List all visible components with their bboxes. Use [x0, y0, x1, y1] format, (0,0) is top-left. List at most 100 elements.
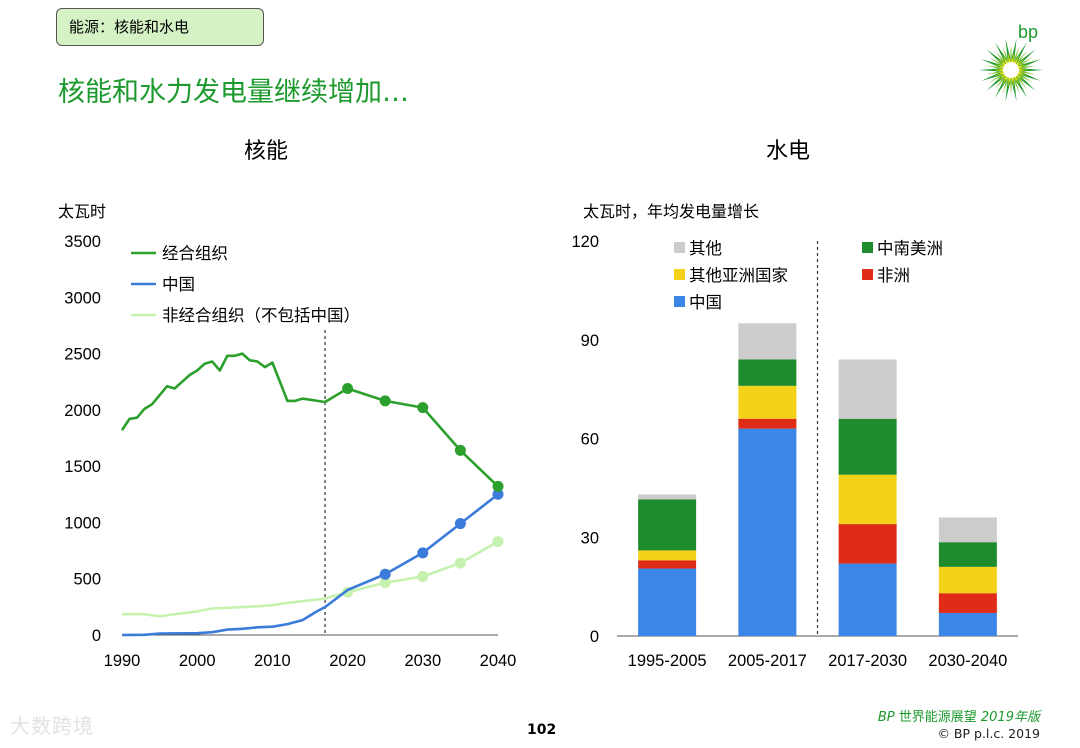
y-tick-label: 30 [581, 529, 599, 547]
helios-petal [994, 50, 1007, 65]
helios-petal [980, 59, 1003, 69]
legend-swatch [674, 242, 685, 253]
helios-petal [1007, 75, 1011, 88]
bar-segment [738, 359, 797, 386]
helios-petal [986, 70, 1004, 75]
data-point [492, 536, 504, 548]
helios-petal [1019, 71, 1042, 81]
data-point [454, 557, 466, 569]
brand-prefix: BP [877, 710, 895, 725]
helios-petal [1013, 74, 1020, 86]
helios-petal [1002, 54, 1009, 66]
bar-segment [838, 418, 897, 475]
helios-petal [1015, 50, 1028, 65]
helios-icon [979, 38, 1043, 102]
x-tick-label: 2017-2030 [828, 652, 907, 670]
data-point [417, 547, 429, 559]
x-tick-label: 2000 [179, 652, 216, 670]
legend-swatch [862, 269, 873, 280]
helios-petal [1011, 75, 1015, 88]
helios-petal [1014, 58, 1025, 67]
y-tick-label: 3000 [64, 289, 101, 307]
x-tick-label: 2040 [480, 652, 517, 670]
helios-petal [989, 57, 1005, 68]
bar-segment [638, 568, 697, 636]
helios-petal [994, 63, 1006, 69]
helios-petal [1019, 59, 1042, 69]
helios-petal [1012, 46, 1020, 64]
helios-petal [980, 71, 1003, 81]
helios-petal [1012, 76, 1020, 94]
legend-label: 经合组织 [162, 244, 228, 263]
y-tick-label: 60 [581, 431, 599, 449]
helios-petal [1020, 68, 1043, 72]
helios-petal [986, 65, 1004, 70]
legend-label: 中国 [689, 293, 722, 312]
bar-segment [938, 612, 997, 636]
helios-petal [1018, 70, 1036, 75]
helios-petal [1014, 73, 1025, 82]
bar-segment [838, 359, 897, 419]
helios-petal [1009, 45, 1013, 63]
brand-title: 世界能源展望 [894, 710, 981, 725]
x-tick-label: 2005-2017 [728, 652, 807, 670]
y-tick-label: 500 [73, 571, 101, 589]
data-point [379, 395, 391, 407]
series-line [121, 493, 499, 637]
helios-petal [1011, 79, 1017, 102]
helios-petal [1011, 38, 1017, 61]
bar-segment [738, 418, 797, 429]
bar-segment [638, 494, 697, 500]
helios-petal [993, 69, 1006, 71]
y-tick-label: 0 [590, 628, 599, 646]
legend-label: 中国 [162, 275, 195, 294]
helios-petal [994, 75, 1007, 90]
helios-petal [1002, 46, 1010, 64]
helios-petal [994, 71, 1006, 77]
y-tick-label: 120 [571, 233, 599, 251]
helios-petal [997, 73, 1008, 82]
helios-petal [989, 72, 1005, 83]
bar-segment [638, 499, 697, 551]
x-tick-label: 1990 [104, 652, 141, 670]
x-tick-label: 1995-2005 [628, 652, 707, 670]
helios-petal [1016, 63, 1028, 69]
legend-label: 其他亚洲国家 [689, 266, 788, 285]
chart-title: 核能 [244, 138, 288, 163]
bar-segment [638, 550, 697, 561]
data-point [417, 570, 429, 582]
helios-petal [1017, 57, 1033, 68]
series-line [120, 352, 499, 488]
bar-segment [838, 524, 897, 564]
legend-swatch [862, 242, 873, 253]
y-tick-label: 2500 [64, 346, 101, 364]
data-point [492, 480, 504, 492]
series-line [122, 540, 499, 618]
page-headline: 核能和水力发电量继续增加… [58, 77, 409, 108]
y-tick-label: 0 [92, 627, 101, 645]
helios-petal [1011, 52, 1015, 65]
helios-petal [1002, 76, 1010, 94]
helios-petal [1014, 42, 1027, 63]
data-point [454, 444, 466, 456]
legend-swatch [674, 269, 685, 280]
helios-petal [997, 58, 1008, 67]
helios-petal [1013, 54, 1020, 66]
helios-center [1003, 62, 1019, 78]
legend-label: 非经合组织（不包括中国） [162, 306, 360, 325]
data-point [454, 518, 466, 530]
y-axis-label: 太瓦时，年均发电量增长 [583, 203, 759, 221]
x-tick-label: 2030 [404, 652, 441, 670]
logo-text: bp [1018, 22, 1038, 42]
report-brand: BP 世界能源展望 2019年版 [878, 706, 1040, 725]
data-point [342, 382, 354, 394]
helios-petal [979, 68, 1002, 72]
y-tick-label: 3500 [64, 233, 101, 251]
x-tick-label: 2020 [329, 652, 366, 670]
helios-petal [1005, 79, 1011, 102]
data-point [379, 577, 391, 589]
copyright: © BP p.l.c. 2019 [937, 726, 1040, 741]
bar-segment [938, 593, 997, 613]
